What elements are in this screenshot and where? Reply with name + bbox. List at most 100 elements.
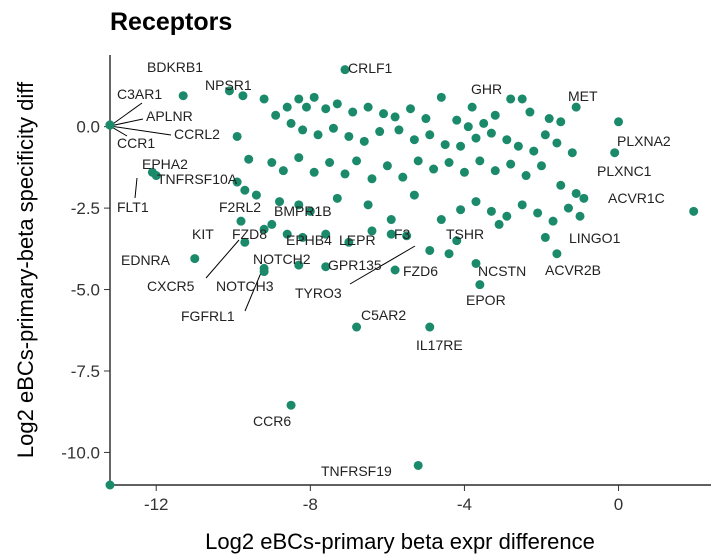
data-point [552, 138, 562, 148]
data-point [321, 104, 331, 114]
data-point [429, 164, 439, 174]
point-label: FZD6 [403, 263, 438, 279]
label-leader-line [109, 102, 143, 127]
point-label: KIT [192, 226, 214, 242]
data-point [259, 267, 269, 277]
data-point [294, 200, 304, 210]
data-point [444, 158, 454, 167]
data-point [402, 231, 412, 241]
data-point [232, 131, 242, 141]
data-point [506, 94, 516, 104]
point-label: FZD8 [232, 226, 267, 242]
data-point [309, 167, 319, 177]
point-label: MET [568, 88, 598, 104]
data-point [240, 185, 250, 195]
data-point [459, 167, 469, 177]
data-point [232, 177, 242, 187]
data-point [525, 107, 535, 117]
point-label: CXCR5 [147, 278, 195, 294]
point-label: CRLF1 [348, 60, 393, 76]
data-point [571, 188, 581, 198]
point-label: EDNRA [121, 252, 171, 268]
data-point [490, 110, 500, 120]
data-point [513, 141, 523, 151]
point-label: LINGO1 [569, 230, 621, 246]
data-point [452, 236, 462, 246]
data-point [305, 206, 315, 216]
y-tick-label: -2.5 [71, 199, 100, 218]
data-point [436, 215, 446, 225]
data-point [540, 130, 550, 140]
x-tick-label: 0 [614, 495, 623, 514]
data-point [575, 211, 585, 221]
label-leader-line [134, 177, 138, 199]
data-point [251, 190, 261, 200]
data-point [278, 166, 288, 176]
data-point [456, 141, 466, 151]
x-axis-title: Log2 eBCs-primary beta expr difference [205, 529, 595, 554]
point-label: NOTCH3 [216, 278, 274, 294]
point-label: C3AR1 [117, 86, 162, 102]
data-point [332, 193, 342, 203]
data-point [563, 203, 573, 213]
data-point [536, 161, 546, 171]
data-point [494, 219, 504, 229]
data-point [294, 153, 304, 163]
data-point [328, 123, 338, 133]
data-point [490, 166, 500, 176]
data-point [348, 107, 358, 117]
data-point [105, 120, 115, 130]
data-point [425, 322, 435, 332]
data-point [275, 197, 285, 207]
data-point [521, 171, 531, 181]
data-point [267, 219, 277, 229]
data-point [475, 156, 485, 166]
data-point [321, 229, 331, 239]
data-point [178, 91, 188, 101]
data-point [421, 114, 431, 124]
data-point [471, 258, 481, 268]
data-point [332, 99, 342, 109]
data-point [240, 237, 250, 247]
data-point [282, 102, 292, 112]
data-point [540, 232, 550, 242]
point-label: EPHA2 [142, 156, 188, 172]
point-label: TSHR [446, 226, 484, 242]
point-label: CCR6 [253, 413, 291, 429]
data-point [610, 148, 620, 158]
data-point [151, 171, 161, 181]
data-point [548, 216, 558, 226]
x-tick-label: -8 [303, 495, 318, 514]
data-point [579, 193, 589, 203]
data-point [286, 400, 296, 410]
data-point [409, 190, 419, 200]
data-point [556, 180, 566, 190]
data-point [359, 136, 369, 146]
point-label: CCR1 [117, 135, 155, 151]
data-point [440, 140, 450, 150]
data-point [105, 480, 115, 490]
point-label: FGFRL1 [181, 308, 235, 324]
point-label: ACVR2B [545, 262, 601, 278]
data-point [294, 260, 304, 270]
point-label: ACVR1C [608, 190, 665, 206]
data-point [313, 130, 323, 140]
y-tick-label: 0.0 [76, 118, 100, 137]
y-axis-title: Log2 eBCs-primary-beta specificity diff [13, 81, 38, 458]
data-point [502, 135, 512, 145]
point-label: IL17RE [416, 337, 463, 353]
point-label: PLXNA2 [617, 133, 671, 149]
data-point [271, 110, 281, 120]
data-point [552, 249, 562, 259]
point-label: CCRL2 [174, 126, 220, 142]
data-point [571, 102, 581, 112]
data-point [367, 174, 377, 184]
data-point [479, 118, 489, 128]
data-point [390, 112, 400, 122]
label-leader-line [349, 245, 416, 285]
data-point [282, 229, 292, 239]
point-label: TYRO3 [295, 285, 342, 301]
data-point [375, 127, 385, 137]
data-point [544, 114, 554, 124]
data-point [301, 102, 311, 112]
